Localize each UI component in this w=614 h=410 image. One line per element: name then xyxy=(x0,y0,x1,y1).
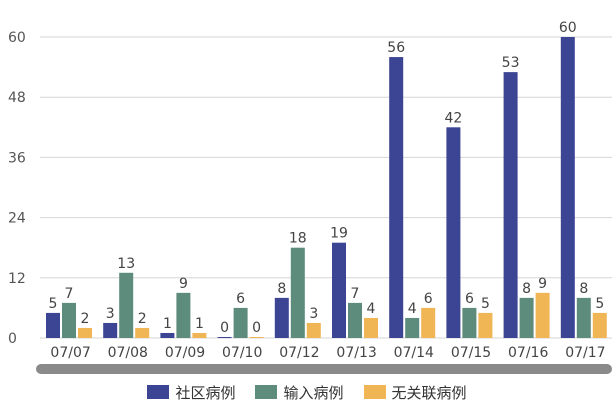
data-label: 6 xyxy=(236,291,245,307)
bar xyxy=(233,307,248,338)
legend-item[interactable]: 无关联病例 xyxy=(363,382,467,403)
legend-swatch xyxy=(363,385,386,399)
data-label: 9 xyxy=(538,276,547,292)
x-tick-label: 07/15 xyxy=(451,345,491,360)
bar xyxy=(274,297,289,338)
legend-label: 社区病例 xyxy=(175,383,236,402)
bar xyxy=(103,322,118,338)
data-label: 1 xyxy=(195,316,204,332)
bar xyxy=(478,312,493,338)
y-tick-label: 60 xyxy=(8,30,26,46)
data-label: 0 xyxy=(220,320,229,336)
data-label: 53 xyxy=(502,55,520,71)
bar xyxy=(348,302,362,338)
bar xyxy=(405,317,420,338)
data-label: 4 xyxy=(367,301,376,317)
bar xyxy=(389,57,404,339)
bar xyxy=(364,317,378,338)
bar xyxy=(503,72,518,338)
bar xyxy=(192,332,207,338)
x-tick-label: 07/07 xyxy=(50,345,90,360)
x-tick-label: 07/10 xyxy=(222,345,262,360)
data-label: 3 xyxy=(309,306,318,322)
data-label: 13 xyxy=(117,256,135,272)
bar xyxy=(332,242,346,338)
horizontal-scrollbar[interactable] xyxy=(36,364,612,374)
bar xyxy=(78,327,92,338)
data-label: 2 xyxy=(138,311,147,327)
data-label: 60 xyxy=(559,20,577,36)
y-tick-label: 12 xyxy=(8,271,26,287)
y-tick-label: 0 xyxy=(8,331,17,347)
x-tick-label: 07/13 xyxy=(336,345,376,360)
data-label: 3 xyxy=(106,306,115,322)
bar xyxy=(160,332,175,338)
y-tick-label: 24 xyxy=(8,211,26,227)
x-tick-label: 07/12 xyxy=(279,345,319,360)
data-label: 5 xyxy=(49,296,58,312)
data-label: 4 xyxy=(408,301,417,317)
bar xyxy=(519,297,534,338)
data-label: 42 xyxy=(444,110,462,126)
bar xyxy=(135,327,150,338)
legend-label: 输入病例 xyxy=(283,383,344,402)
bar xyxy=(446,127,461,338)
bar xyxy=(560,37,575,338)
bar xyxy=(46,312,60,338)
data-label: 9 xyxy=(179,276,188,292)
data-label: 0 xyxy=(252,320,261,336)
bar xyxy=(290,247,305,338)
data-label: 7 xyxy=(351,286,360,302)
legend-swatch xyxy=(255,385,278,399)
data-label: 8 xyxy=(522,281,531,297)
bar xyxy=(249,337,264,338)
data-label: 56 xyxy=(387,40,405,56)
data-label: 8 xyxy=(277,281,286,297)
y-tick-label: 36 xyxy=(8,150,26,166)
bar xyxy=(119,272,134,338)
y-tick-label: 48 xyxy=(8,90,26,106)
bar xyxy=(176,292,191,338)
x-tick-label: 07/09 xyxy=(165,345,205,360)
x-tick-label: 07/17 xyxy=(565,345,605,360)
data-label: 1 xyxy=(163,316,172,332)
data-label: 5 xyxy=(481,296,490,312)
bar xyxy=(306,322,321,338)
bar xyxy=(62,302,76,338)
x-tick-label: 07/16 xyxy=(508,345,548,360)
data-label: 7 xyxy=(65,286,74,302)
chart-legend: 社区病例 输入病例 无关联病例 xyxy=(0,380,614,404)
data-label: 6 xyxy=(424,291,433,307)
data-label: 19 xyxy=(330,226,348,242)
data-label: 18 xyxy=(289,231,307,247)
legend-swatch xyxy=(147,385,170,399)
legend-item[interactable]: 输入病例 xyxy=(255,382,344,403)
bar xyxy=(217,337,232,338)
bar xyxy=(535,292,550,338)
bar xyxy=(421,307,436,338)
bar-chart: 0122436486057207/07313207/0819107/090600… xyxy=(8,20,612,360)
x-tick-label: 07/14 xyxy=(394,345,434,360)
legend-label: 无关联病例 xyxy=(391,383,467,402)
data-label: 2 xyxy=(81,311,90,327)
data-label: 6 xyxy=(465,291,474,307)
legend-item[interactable]: 社区病例 xyxy=(147,382,235,403)
data-label: 5 xyxy=(595,296,604,312)
bar xyxy=(576,297,591,338)
bar xyxy=(462,307,477,338)
x-tick-label: 07/08 xyxy=(108,345,148,360)
bar xyxy=(592,312,607,338)
data-label: 8 xyxy=(579,281,588,297)
